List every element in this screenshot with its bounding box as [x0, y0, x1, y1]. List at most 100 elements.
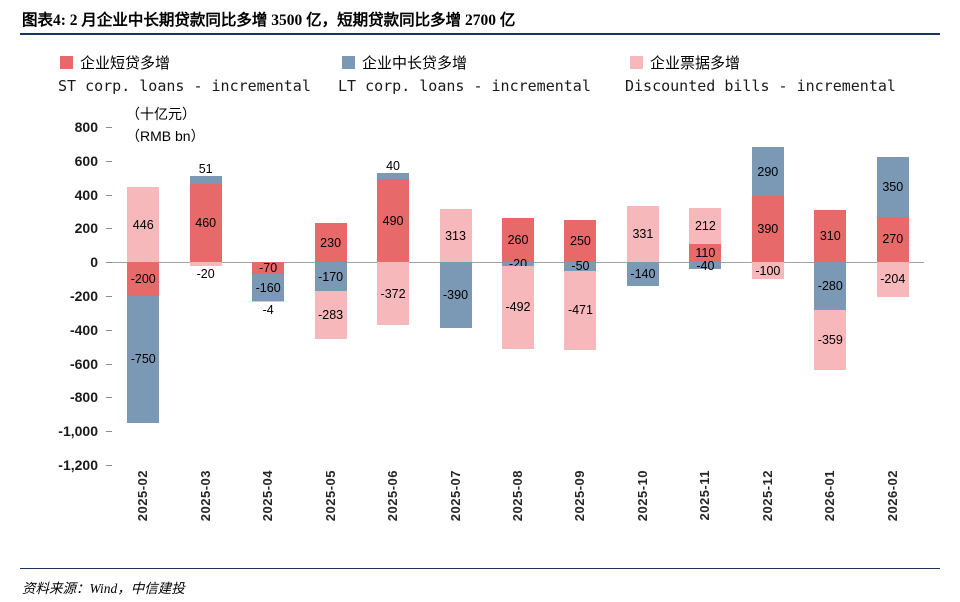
x-axis-label: 2025-11: [697, 470, 713, 521]
bar-value-label: -170: [318, 269, 344, 284]
y-axis-tick: [106, 228, 112, 230]
bar-value-label: 490: [382, 213, 404, 228]
bar-value-label: 230: [320, 235, 342, 250]
y-axis-tick: [106, 127, 112, 128]
y-axis-tick: [106, 262, 112, 264]
bar-value-label: 260: [507, 233, 529, 248]
legend-en-lt-loans: LT corp. loans - incremental: [338, 77, 591, 95]
bar-segment: [689, 262, 722, 269]
bar-segment: [876, 157, 909, 217]
bar-segment: [314, 223, 347, 263]
x-axis-label: 2025-10: [634, 470, 650, 522]
bar-value-label: 460: [195, 216, 217, 231]
bar-value-label: -140: [630, 267, 656, 282]
legend-en-st-loans: ST corp. loans - incremental: [58, 77, 311, 95]
bar-segment: [502, 218, 534, 263]
bar-segment: [626, 262, 659, 286]
bar-value-label: 313: [445, 228, 466, 243]
bar-segment: [377, 262, 410, 326]
bar-value-label: 446: [132, 217, 154, 232]
bar-value-label: -471: [567, 303, 593, 318]
legend-swatch-pink: [630, 56, 643, 69]
bar-segment: [626, 206, 659, 263]
bar-segment: [814, 209, 847, 263]
legend-label-st-loans: 企业短贷多增: [80, 55, 171, 72]
bar-segment: [502, 265, 534, 349]
x-axis-label: 2025-12: [759, 470, 775, 522]
bar-segment: [876, 216, 909, 263]
bar-value-label: -70: [259, 261, 278, 276]
x-axis-label: 2026-02: [884, 470, 900, 522]
y-axis-tick-label: -400: [69, 321, 98, 338]
bar-value-label: -4: [262, 302, 274, 317]
y-axis-tick-label: -600: [69, 355, 98, 372]
bar-value-label: 270: [882, 232, 904, 247]
bar-value-label: 310: [819, 229, 841, 243]
bar-value-label: 331: [632, 227, 654, 242]
bar-segment: [189, 175, 222, 185]
footer-rule: [20, 568, 940, 569]
bar-segment: [127, 186, 160, 263]
bar-segment: [564, 262, 597, 271]
bar-value-label: -283: [318, 307, 344, 322]
bar-segment: [814, 309, 847, 371]
y-axis-tick: [106, 465, 112, 466]
y-axis-tick: [106, 431, 112, 433]
bar-value-label: -40: [696, 258, 715, 273]
bar-value-label: -20: [196, 266, 215, 281]
bar-segment: [377, 179, 410, 263]
bar-segment: [689, 207, 722, 244]
bar-value-label: 250: [570, 234, 591, 249]
y-axis-tick-label: 800: [74, 119, 98, 135]
legend-item-lt-loans: 企业中长贷多增: [342, 52, 467, 73]
y-axis: 800 600 400 200 0 -200 -400 -600 -800 -1,000 -1,20…: [16, 119, 98, 473]
bar-value-label: -50: [571, 259, 590, 274]
legend-label-bills: 企业票据多增: [650, 55, 741, 72]
x-axis-label: 2025-08: [510, 470, 525, 522]
legend-item-st-loans: 企业短贷多增: [60, 52, 170, 73]
bar-segment: [564, 270, 597, 351]
bar-value-label: -492: [505, 300, 531, 315]
y-axis-tick-label: -1,200: [58, 457, 98, 473]
title-rule: [20, 33, 940, 35]
bar-value-label: 51: [198, 161, 213, 176]
legend-english: ST corp. loans - incremental LT corp. lo…: [0, 77, 960, 97]
bar-value-label: 290: [757, 164, 779, 179]
bar-value-label: -100: [755, 263, 781, 278]
x-axis-label: 2025-05: [322, 470, 338, 522]
bar-value-label: 390: [757, 222, 779, 237]
legend-label-lt-loans: 企业中长贷多增: [362, 55, 468, 72]
x-axis-label: 2025-09: [572, 470, 588, 522]
bar-segment: [814, 262, 847, 310]
bar-segment: [564, 219, 597, 263]
bar-segment: [502, 262, 534, 266]
bar-segment: [314, 290, 347, 339]
x-axis-label: 2025-02: [135, 470, 151, 522]
bar-segment: [751, 262, 784, 280]
legend-en-bills: Discounted bills - incremental: [625, 77, 896, 95]
bar-segment: [377, 172, 410, 180]
bar-value-label: -359: [817, 332, 843, 347]
x-axis-label: 2025-03: [197, 470, 213, 522]
y-axis-tick: [106, 329, 112, 331]
bar-segment: [689, 243, 722, 263]
bar-segment: [439, 262, 472, 329]
bar-value-label: -160: [255, 280, 281, 295]
bar-segment: [751, 147, 784, 197]
bar-segment: [127, 262, 160, 296]
legend-swatch-blue: [342, 56, 355, 69]
bar-segment: [439, 209, 472, 263]
x-axis: 2025-02 2025-03 2025-04 2025-05 2025-06 2025-…: [112, 470, 924, 555]
bar-segment: [252, 262, 285, 275]
y-axis-tick-label: -200: [69, 288, 98, 304]
unit-label: （十亿元） （RMB bn）: [126, 103, 205, 148]
bar-value-label: -390: [443, 288, 469, 303]
bar-segment: [189, 262, 222, 266]
legend: 企业短贷多增 企业中长贷多增 企业票据多增: [0, 52, 960, 72]
bar-segment: [189, 184, 222, 263]
y-axis-tick-label: -1,000: [58, 423, 98, 440]
y-axis-tick: [106, 296, 112, 297]
y-axis-tick: [106, 160, 112, 162]
source-note: 资料来源：Wind，中信建投: [22, 581, 185, 596]
